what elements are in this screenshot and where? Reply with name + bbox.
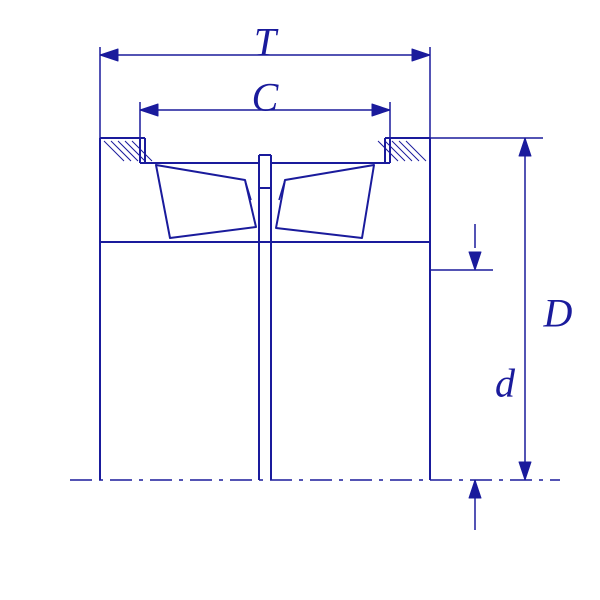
label-T: T: [254, 19, 276, 66]
label-C: C: [252, 74, 279, 121]
bearing-diagram: T C D d: [0, 0, 600, 600]
label-D: D: [544, 290, 573, 337]
bearing-svg: [0, 0, 600, 600]
label-d: d: [495, 360, 515, 407]
